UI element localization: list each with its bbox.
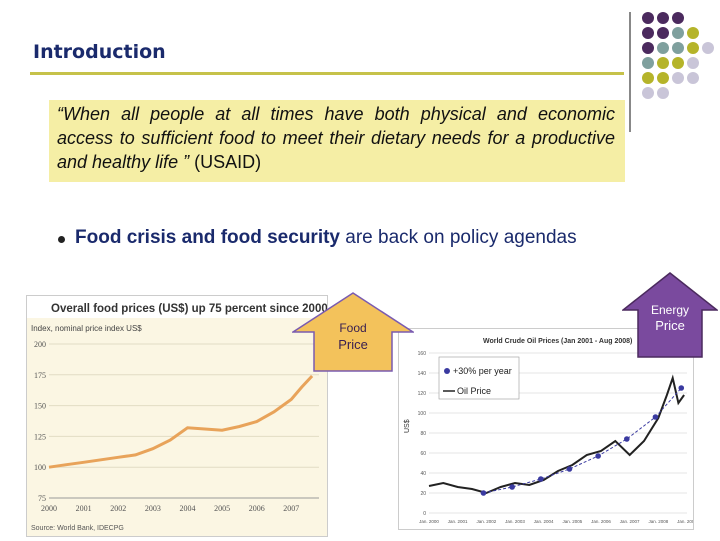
- y-tick-label: 0: [423, 511, 426, 517]
- oil-price-chart: World Crude Oil Prices (Jan 2001 - Aug 2…: [398, 328, 697, 530]
- dot: [657, 27, 669, 39]
- dot: [702, 42, 714, 54]
- dot: [657, 87, 669, 99]
- energy-arrow-line1: Energy: [650, 303, 690, 317]
- trend-point: [538, 476, 544, 482]
- bullet-bold-text: Food crisis and food security: [75, 227, 340, 248]
- food-price-chart-svg: Overall food prices (US$) up 75 percent …: [27, 296, 328, 532]
- dot: [642, 42, 654, 54]
- trend-line: [483, 387, 682, 494]
- dot: [657, 57, 669, 69]
- y-tick-label: 125: [34, 432, 46, 441]
- x-tick-label: Jan. 2006: [591, 519, 611, 524]
- dot: [642, 72, 654, 84]
- trend-point: [566, 466, 573, 472]
- dot: [642, 57, 654, 69]
- dot: [657, 12, 669, 24]
- food-arrow-line2: Price: [338, 337, 368, 352]
- trend-point: [509, 484, 515, 490]
- y-tick-label: 160: [418, 351, 427, 357]
- quote-source: (USAID): [194, 152, 262, 172]
- y-tick-label: 140: [418, 371, 427, 377]
- legend-trend-label: +30% per year: [453, 366, 512, 376]
- quote-box: “When all people at all times have both …: [49, 100, 625, 182]
- y-tick-label: 200: [34, 340, 46, 349]
- x-tick-label: 2005: [214, 504, 230, 513]
- dot: [672, 72, 684, 84]
- chart-source: Source: World Bank, IDECPG: [31, 525, 124, 532]
- dot: [672, 42, 684, 54]
- x-tick-label: Jan. 2000: [419, 519, 439, 524]
- x-tick-label: 2007: [283, 504, 299, 513]
- trend-point: [678, 385, 685, 391]
- dot: [642, 87, 654, 99]
- x-tick-label: Jan. 2007: [620, 519, 640, 524]
- y-tick-label: 75: [38, 494, 46, 503]
- quote-text: “When all people at all times have both …: [57, 104, 615, 172]
- dot: [642, 27, 654, 39]
- food-price-chart: Overall food prices (US$) up 75 percent …: [26, 295, 328, 537]
- bullet-rest-text: are back on policy agendas: [340, 227, 577, 248]
- x-tick-label: 2001: [76, 504, 92, 513]
- energy-arrow-shape: [622, 272, 718, 358]
- dot: [657, 72, 669, 84]
- y-tick-label: 100: [34, 463, 46, 472]
- legend-trend-marker: [444, 368, 450, 374]
- oil-chart-title: World Crude Oil Prices (Jan 2001 - Aug 2…: [483, 338, 632, 345]
- oil-chart-ylabel: US$: [404, 419, 411, 433]
- chart-ylabel: Index, nominal price index US$: [31, 324, 142, 333]
- x-tick-label: 2006: [249, 504, 265, 513]
- trend-point: [652, 414, 659, 420]
- food-price-arrow: Food Price: [292, 292, 414, 372]
- x-tick-label: Jan. 2008: [648, 519, 668, 524]
- food-arrow-shape: [292, 292, 414, 372]
- decorative-dot-grid: [642, 12, 714, 99]
- x-tick-label: Jan. 2004: [534, 519, 554, 524]
- x-tick-label: 2000: [41, 504, 57, 513]
- y-tick-label: 175: [34, 371, 46, 380]
- slide-title: Introduction: [33, 41, 166, 63]
- trend-point: [595, 453, 601, 459]
- x-tick-label: Jan. 2002: [476, 519, 496, 524]
- dot: [657, 42, 669, 54]
- legend-oil-label: Oil Price: [457, 386, 491, 396]
- y-tick-label: 60: [420, 451, 426, 457]
- title-underline: [30, 72, 624, 75]
- bullet-marker: [58, 236, 65, 243]
- x-tick-label: Jan. 2003: [505, 519, 525, 524]
- chart-title-bg: [27, 296, 327, 318]
- y-tick-label: 150: [34, 402, 46, 411]
- x-tick-label: 2003: [145, 504, 161, 513]
- trend-point: [624, 436, 630, 442]
- dot: [672, 57, 684, 69]
- x-tick-label: 2004: [179, 504, 195, 513]
- dot: [672, 27, 684, 39]
- food-price-line: [48, 374, 314, 469]
- dot: [642, 12, 654, 24]
- oil-legend-box: [438, 356, 520, 400]
- oil-price-chart-svg: World Crude Oil Prices (Jan 2001 - Aug 2…: [404, 338, 697, 524]
- dot: [687, 72, 699, 84]
- x-tick-label: Jan. 2005: [562, 519, 582, 524]
- y-tick-label: 80: [420, 431, 426, 437]
- x-tick-label: Jan. 2009: [677, 519, 693, 524]
- vertical-divider: [629, 12, 631, 132]
- bullet-text: Food crisis and food security are back o…: [75, 227, 577, 249]
- food-arrow-line1: Food: [339, 321, 367, 335]
- y-tick-label: 100: [418, 411, 427, 417]
- x-tick-label: Jan. 2001: [448, 519, 468, 524]
- energy-price-arrow: Energy Price: [622, 272, 718, 358]
- oil-price-line: [428, 374, 685, 495]
- x-tick-label: 2002: [110, 504, 126, 513]
- energy-arrow-line2: Price: [655, 318, 685, 333]
- dot: [672, 12, 684, 24]
- trend-point: [480, 490, 487, 496]
- dot: [687, 42, 699, 54]
- y-tick-label: 120: [418, 391, 427, 397]
- y-tick-label: 40: [420, 471, 426, 477]
- chart-title: Overall food prices (US$) up 75 percent …: [51, 303, 327, 315]
- y-tick-label: 20: [420, 491, 426, 497]
- dot: [687, 27, 699, 39]
- dot: [687, 57, 699, 69]
